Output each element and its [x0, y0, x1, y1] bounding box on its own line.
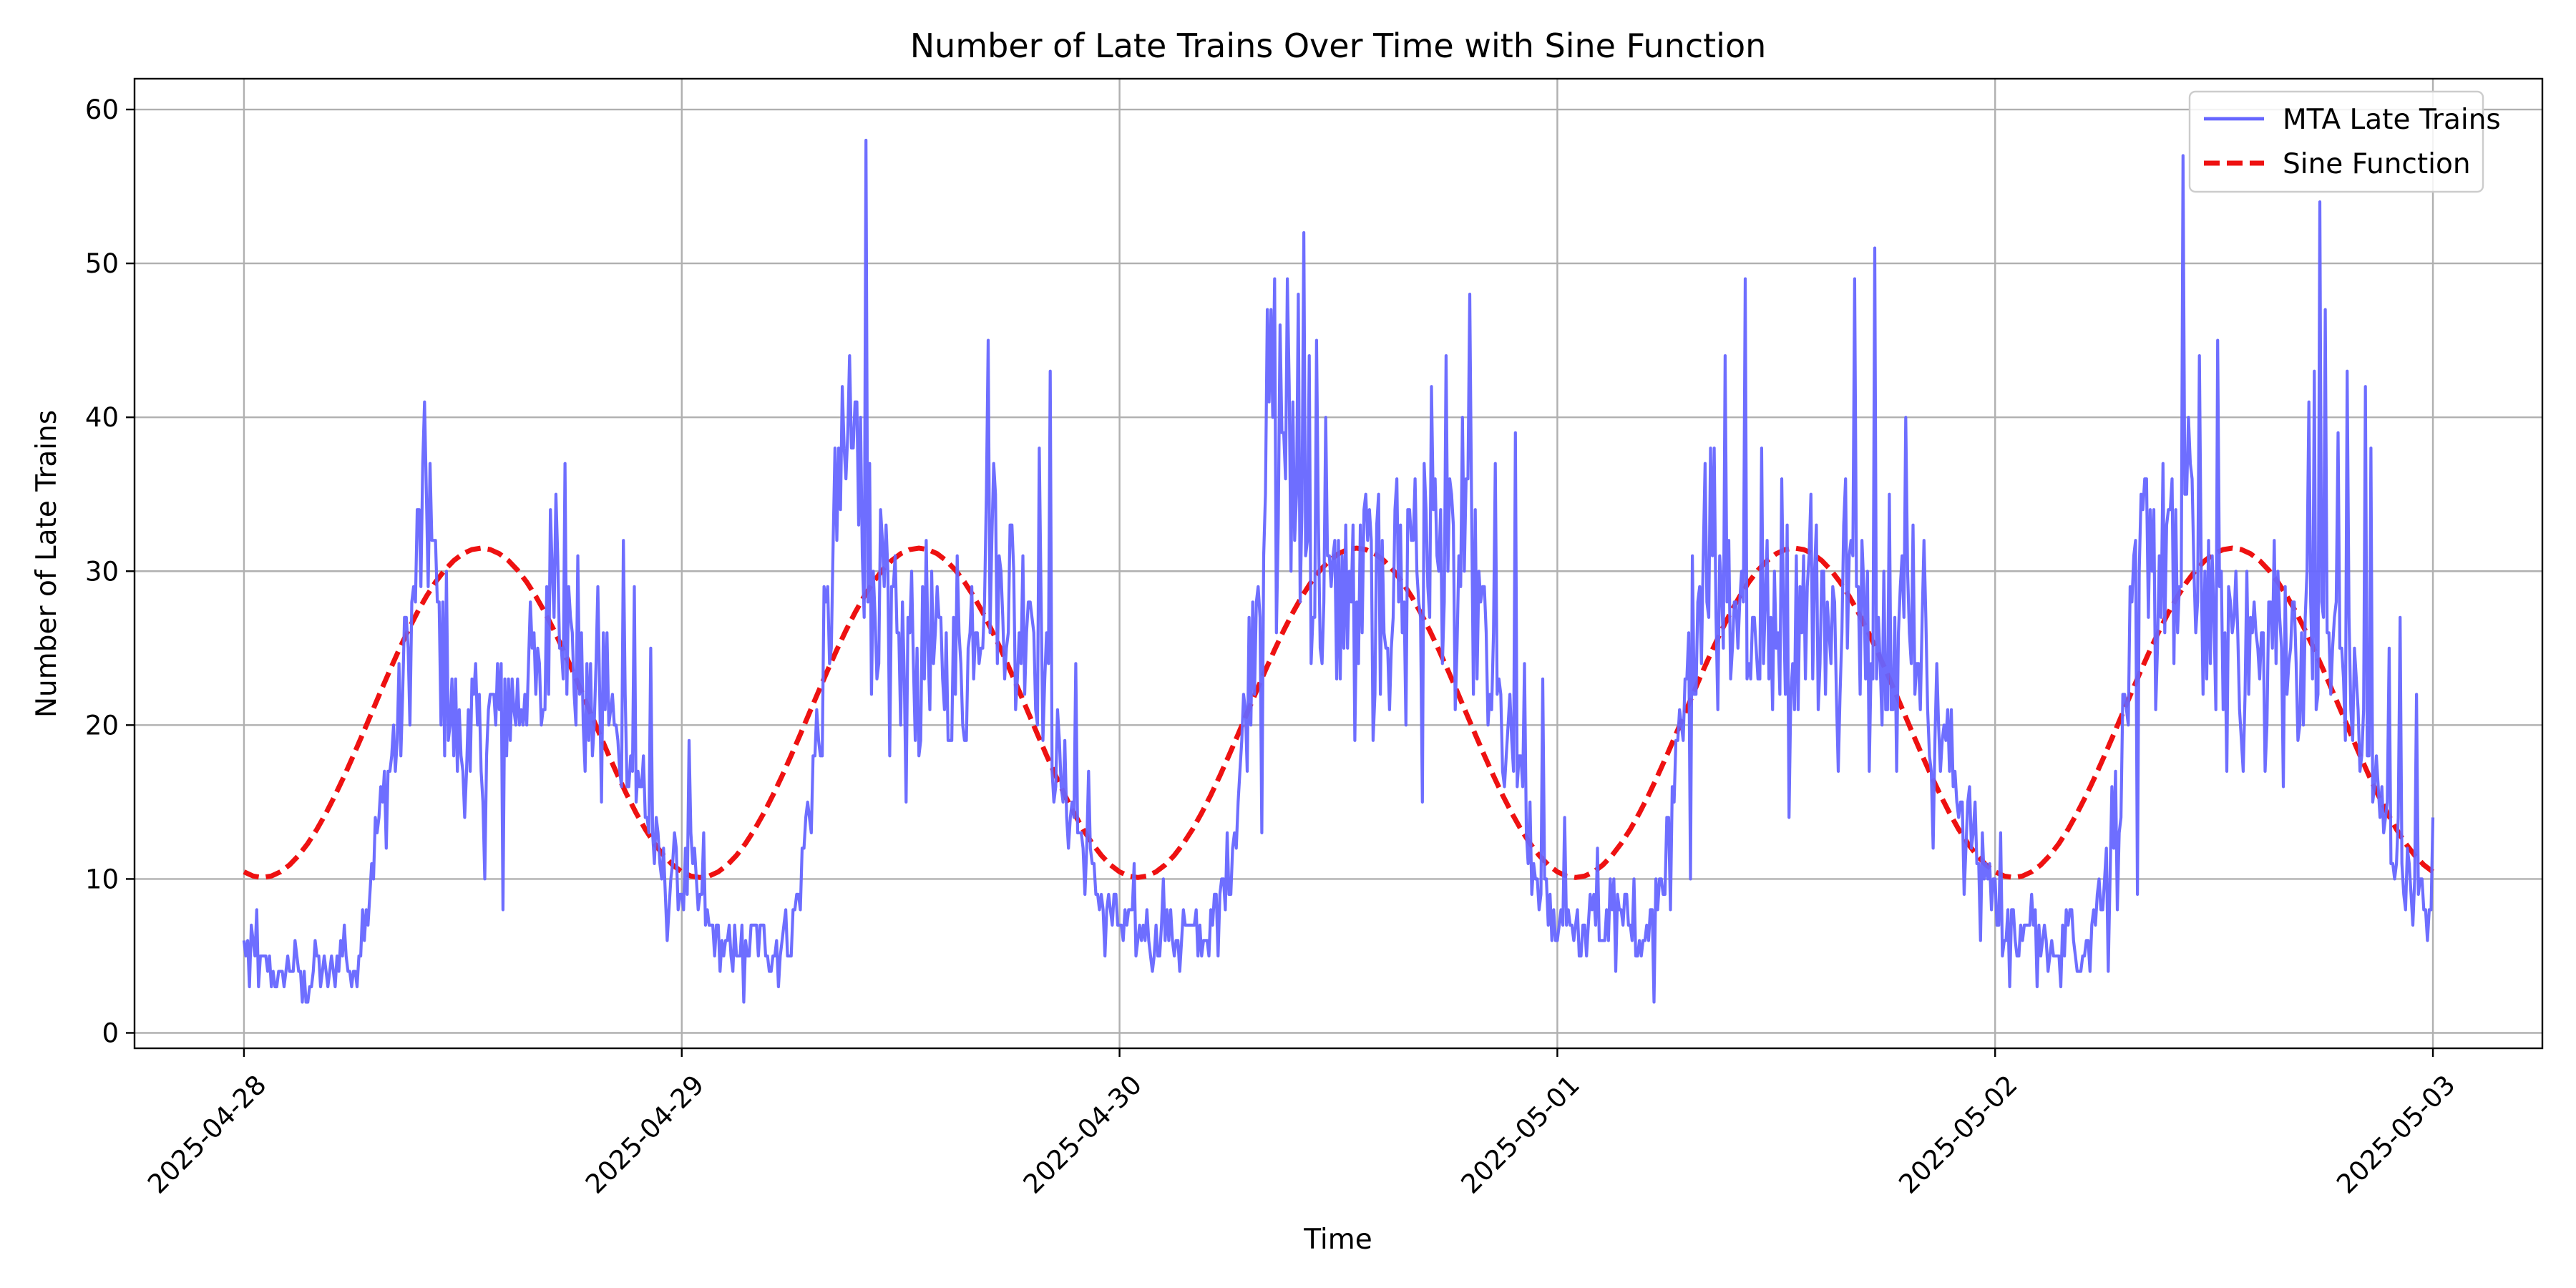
- y-axis-label: Number of Late Trains: [31, 410, 63, 718]
- y-tick-label: 20: [85, 710, 119, 741]
- y-tick-label: 40: [85, 402, 119, 433]
- mta-late-trains-series: [242, 138, 2435, 1004]
- x-axis-label: Time: [1303, 1224, 1372, 1256]
- legend-label-sine: Sine Function: [2283, 148, 2471, 180]
- y-tick-label: 10: [85, 864, 119, 894]
- y-tick-label: 30: [85, 556, 119, 587]
- plot-frame: [133, 77, 2544, 1050]
- y-axis-ticks: 0 10 20 30 40 50 60: [85, 94, 135, 1048]
- y-tick-label: 50: [85, 248, 119, 279]
- late-trains-line: [242, 138, 2435, 1004]
- legend-box: [2188, 90, 2484, 193]
- legend-label-late-trains: MTA Late Trains: [2283, 104, 2501, 136]
- y-tick-label: 60: [85, 94, 119, 125]
- legend: MTA Late Trains Sine Function: [2188, 90, 2501, 193]
- chart-title: Number of Late Trains Over Time with Sin…: [910, 26, 1767, 65]
- y-tick-label: 0: [102, 1018, 119, 1048]
- grid: [135, 79, 2542, 1048]
